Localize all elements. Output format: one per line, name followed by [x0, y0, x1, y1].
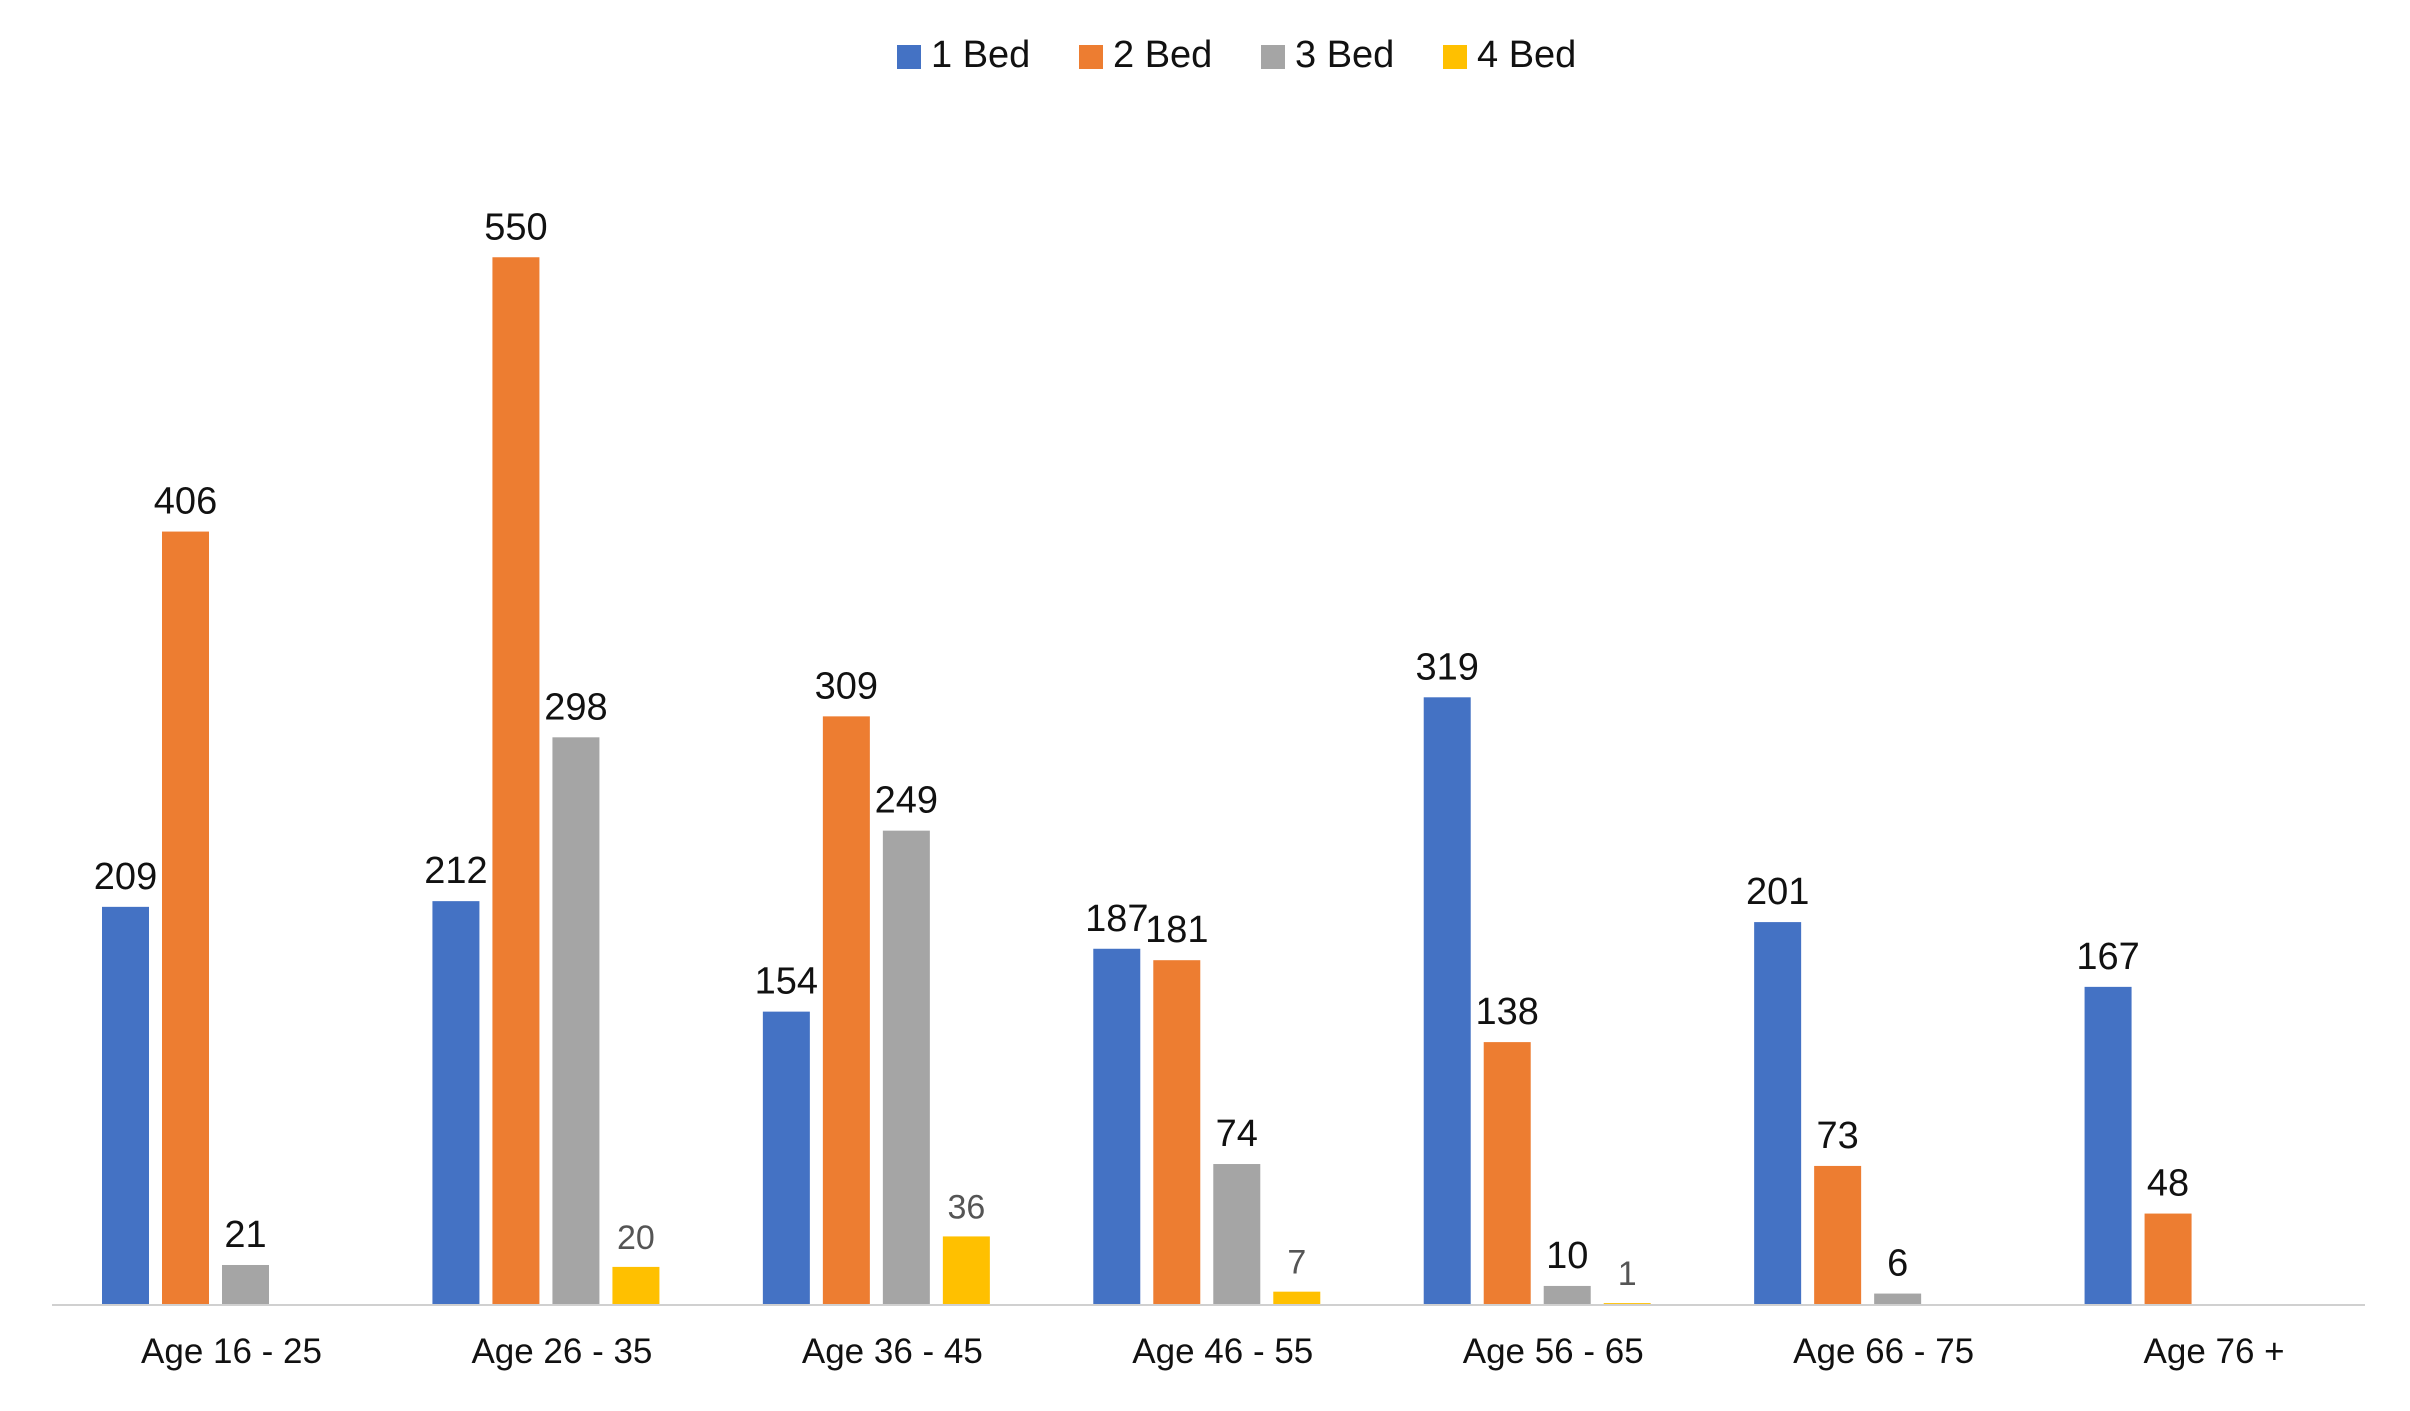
x-tick-label: Age 46 - 55 [1132, 1332, 1313, 1371]
bar-1-bed [1423, 697, 1471, 1305]
legend-item: 3 Bed [1261, 34, 1394, 76]
data-label: 201 [1746, 871, 1809, 913]
bar-4-bed [942, 1236, 990, 1305]
data-label: 21 [224, 1214, 266, 1256]
x-tick-label: Age 76 + [2144, 1332, 2285, 1371]
plot-area: 2094062121255029820154309249361871817473… [94, 206, 2192, 1306]
bar-2-bed [492, 257, 540, 1305]
data-label: 550 [484, 206, 547, 248]
bar-3-bed [1874, 1293, 1922, 1305]
legend-label: 4 Bed [1477, 34, 1576, 76]
bar-3-bed [882, 830, 930, 1305]
data-label: 319 [1416, 646, 1479, 688]
category-group: 154 309 249 36 [755, 665, 990, 1305]
bar-1-bed [1093, 948, 1141, 1305]
legend-swatch [897, 45, 921, 69]
legend-item: 4 Bed [1443, 34, 1576, 76]
data-label: 36 [947, 1188, 985, 1226]
bar-1-bed [1754, 922, 1802, 1305]
data-label: 73 [1817, 1115, 1859, 1157]
category-group: 201 73 6 [1746, 871, 1922, 1305]
x-tick-label: Age 66 - 75 [1793, 1332, 1974, 1371]
data-label: 181 [1145, 909, 1208, 951]
category-group: 319 138 10 1 [1416, 646, 1651, 1306]
data-label: 298 [544, 686, 607, 728]
legend-swatch [1079, 45, 1103, 69]
data-label: 209 [94, 856, 157, 898]
data-label: 74 [1216, 1113, 1258, 1155]
bar-1-bed [762, 1011, 810, 1305]
bar-3-bed [222, 1264, 269, 1305]
bar-2-bed [822, 716, 870, 1305]
legend-label: 1 Bed [931, 34, 1030, 76]
legend-item: 2 Bed [1079, 34, 1212, 76]
data-label: 7 [1287, 1244, 1306, 1282]
bar-3-bed [552, 737, 600, 1305]
bar-3-bed [1543, 1285, 1591, 1305]
bar-2-bed [1814, 1165, 1862, 1305]
data-label: 249 [875, 780, 938, 822]
bar-2-bed [1153, 960, 1201, 1305]
x-tick-label: Age 26 - 35 [471, 1332, 652, 1371]
legend-label: 3 Bed [1295, 34, 1394, 76]
data-label: 20 [617, 1219, 655, 1257]
x-tick-label: Age 16 - 25 [141, 1332, 322, 1371]
data-label: 138 [1476, 991, 1539, 1033]
data-label: 309 [815, 665, 878, 707]
legend-label: 2 Bed [1113, 34, 1212, 76]
bar-1-bed [102, 906, 149, 1305]
category-group: 209 406 21 [94, 481, 269, 1305]
bar-2-bed [1483, 1042, 1531, 1305]
category-group: 212 550 298 20 [424, 206, 660, 1305]
data-label: 154 [755, 961, 818, 1003]
bar-1-bed [432, 901, 480, 1305]
bar-2-bed [162, 531, 209, 1305]
legend-swatch [1443, 45, 1467, 69]
data-label: 6 [1887, 1243, 1908, 1285]
data-label: 212 [424, 850, 487, 892]
x-tick-label: Age 56 - 65 [1463, 1332, 1644, 1371]
data-label: 48 [2147, 1163, 2189, 1205]
data-label: 167 [2076, 936, 2139, 978]
data-label: 10 [1546, 1235, 1588, 1277]
bar-3-bed [1213, 1164, 1261, 1305]
category-group: 167 48 [2076, 936, 2192, 1305]
x-tick-label: Age 36 - 45 [802, 1332, 983, 1371]
bar-4-bed [612, 1266, 660, 1305]
bar-1-bed [2084, 986, 2132, 1305]
bar-2-bed [2144, 1213, 2192, 1305]
legend-swatch [1261, 45, 1285, 69]
legend: 1 Bed 2 Bed 3 Bed 4 Bed [897, 34, 1576, 76]
x-axis-tick-labels: Age 16 - 25 Age 26 - 35 Age 36 - 45 Age 46 … [141, 1332, 2285, 1371]
bar-4-bed [1273, 1291, 1321, 1305]
data-label: 1 [1618, 1255, 1637, 1293]
legend-item: 1 Bed [897, 34, 1030, 76]
data-label: 187 [1085, 898, 1148, 940]
data-label: 406 [154, 481, 217, 523]
